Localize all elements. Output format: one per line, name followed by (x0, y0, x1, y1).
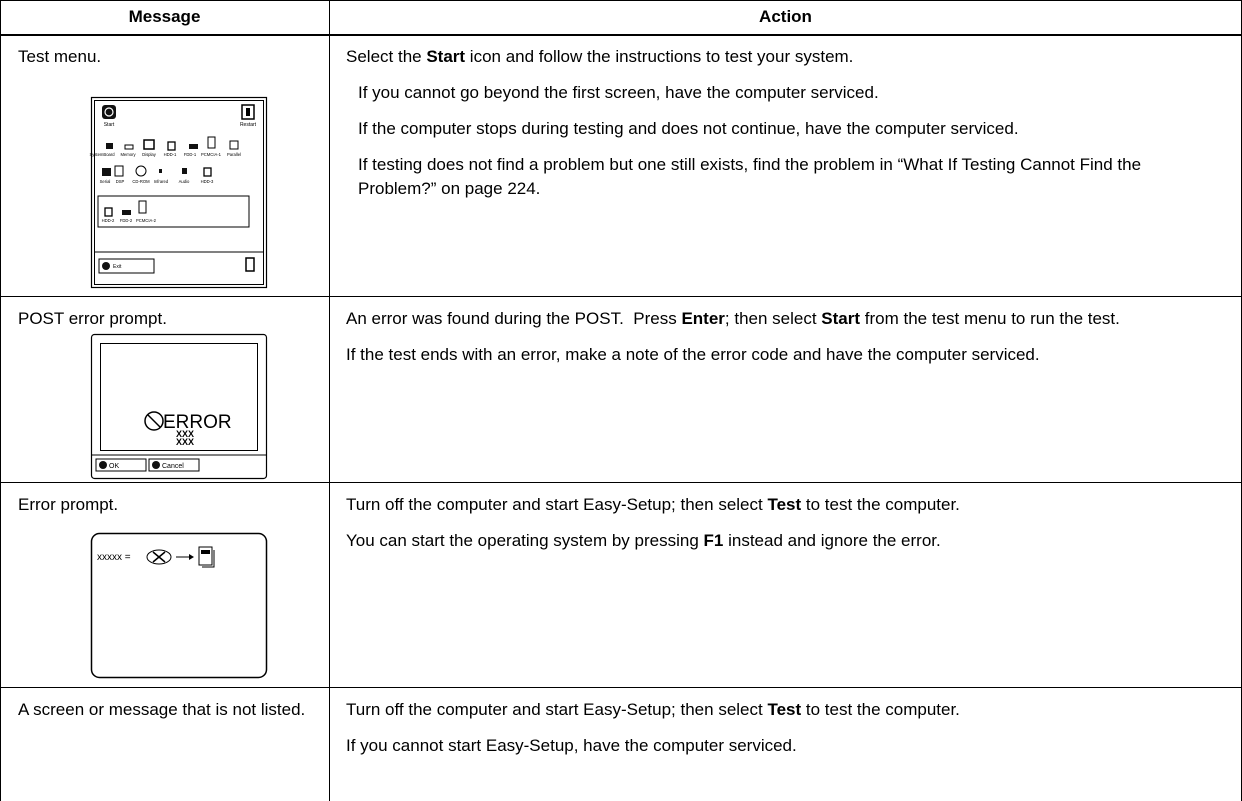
border-line (0, 296, 1242, 297)
text-run: If the test ends with an error, make a n… (346, 345, 1040, 364)
bold-term: Enter (681, 309, 725, 328)
icon-label: PCMCIA-1 (201, 152, 222, 157)
action-paragraph: If the test ends with an error, make a n… (346, 343, 1212, 367)
text-run: icon and follow the instructions to test… (465, 47, 854, 66)
bold-term: Test (767, 700, 802, 719)
icon-label: HDD-3 (201, 179, 214, 184)
text-run: If testing does not find a problem but o… (358, 155, 1146, 198)
button-label: Cancel (162, 463, 184, 470)
text-run: ; then select (724, 309, 822, 328)
icon-label: FDD-2 (120, 218, 133, 223)
text-run: If you cannot go beyond the first screen… (358, 83, 879, 102)
message-cell: Error prompt. (18, 495, 119, 514)
border-line (0, 0, 1, 801)
text-run: to test the computer. (801, 700, 960, 719)
error-prompt-screen: xxxxx = (90, 532, 268, 679)
icon-label: Infrared (154, 179, 169, 184)
action-paragraph: If you cannot start Easy-Setup, have the… (346, 734, 1212, 758)
button-label: OK (109, 463, 119, 470)
border-line (329, 0, 330, 801)
action-paragraph: Select the Start icon and follow the ins… (346, 45, 1212, 69)
bold-term: Test (767, 495, 802, 514)
border-line (0, 687, 1242, 688)
action-paragraph: Turn off the computer and start Easy-Set… (346, 698, 1212, 722)
text-run: from the test menu to run the test. (860, 309, 1120, 328)
action-paragraph: If testing does not find a problem but o… (346, 153, 1212, 201)
action-cell: Turn off the computer and start Easy-Set… (329, 482, 1242, 687)
border-line (0, 482, 1242, 483)
bold-term: Start (426, 47, 466, 66)
header-cell: Action (759, 7, 812, 26)
icon-label: Display (142, 152, 157, 157)
header-cell: Message (128, 7, 201, 26)
icon-label: DSP (116, 179, 125, 184)
action-cell: Turn off the computer and start Easy-Set… (329, 687, 1242, 801)
icon-label: HDD-1 (164, 152, 177, 157)
error-code: xxxxx = (97, 552, 131, 563)
action-paragraph: If the computer stops during testing and… (346, 117, 1212, 141)
text-run: You can start the operating system by pr… (346, 531, 704, 550)
message-cell: A screen or message that is not listed. (18, 700, 306, 719)
post-error-screen: ERROR XXX XXX OK Cancel (90, 333, 268, 480)
message-cell: POST error prompt. (18, 309, 167, 328)
text-run: If you cannot start Easy-Setup, have the… (346, 736, 797, 755)
button-label: Exit (113, 264, 122, 270)
bold-term: Start (821, 309, 861, 328)
icon-label: PCMCIA-2 (136, 218, 157, 223)
text-run: Turn off the computer and start Easy-Set… (346, 700, 768, 719)
text-run: instead and ignore the error. (723, 531, 941, 550)
border-line (0, 34, 1242, 36)
icon-label: Start (104, 122, 115, 128)
icon-label: Memory (120, 152, 136, 157)
action-paragraph: You can start the operating system by pr… (346, 529, 1212, 553)
icon-label: Audio (179, 179, 190, 184)
error-code: XXX (176, 437, 194, 447)
icon-label: SystemBoard (89, 152, 115, 157)
message-cell: Test menu. (18, 47, 102, 66)
action-cell: An error was found during the POST. Pres… (329, 296, 1242, 482)
error-text: ERROR (163, 412, 232, 433)
icon-label: CD-ROM (132, 179, 150, 184)
text-run: to test the computer. (801, 495, 960, 514)
text-run: Turn off the computer and start Easy-Set… (346, 495, 768, 514)
icon-label: HDD-2 (102, 218, 115, 223)
border-line (0, 0, 1242, 1)
test-menu-screen: Start Restart SystemBoard Memory Display… (89, 96, 268, 289)
action-paragraph: An error was found during the POST. Pres… (346, 307, 1212, 331)
text-run: Select the (346, 47, 427, 66)
action-paragraph: Turn off the computer and start Easy-Set… (346, 493, 1212, 517)
icon-label: Serial (100, 179, 111, 184)
action-paragraph: If you cannot go beyond the first screen… (346, 81, 1212, 105)
icon-label: FDD-1 (184, 152, 197, 157)
error-code: XXX (176, 429, 194, 439)
icon-label: Restart (240, 122, 257, 128)
text-run: An error was found during the POST. Pres… (346, 309, 682, 328)
bold-term: F1 (703, 531, 724, 550)
action-cell: Select the Start icon and follow the ins… (329, 34, 1242, 296)
text-run: If the computer stops during testing and… (358, 119, 1019, 138)
icon-label: Parallel (227, 152, 241, 157)
